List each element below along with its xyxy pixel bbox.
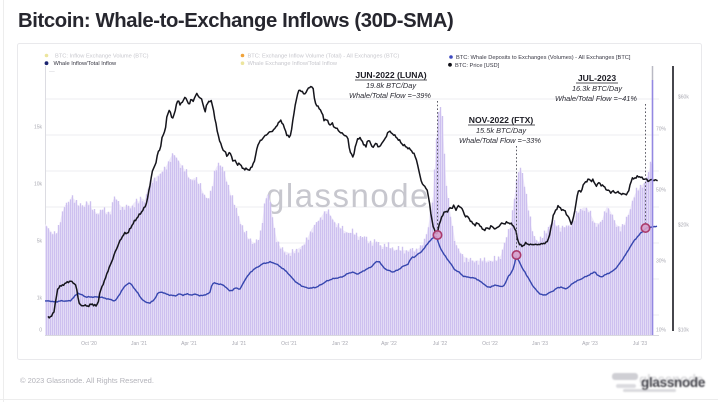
svg-text:Apr '23: Apr '23 xyxy=(582,341,598,347)
svg-text:0: 0 xyxy=(39,328,42,334)
svg-text:Whale/Total Flow =~39%: Whale/Total Flow =~39% xyxy=(349,91,431,100)
svg-text:NOV-2022 (FTX): NOV-2022 (FTX) xyxy=(469,115,534,125)
svg-text:1k: 1k xyxy=(37,296,43,302)
svg-text:JUN-2022 (LUNA): JUN-2022 (LUNA) xyxy=(355,70,426,80)
svg-text:BTC: Whale Deposits to Exchang: BTC: Whale Deposits to Exchanges (Volume… xyxy=(456,55,631,61)
svg-text:Whale Exchange Inflow/Total In: Whale Exchange Inflow/Total Inflow xyxy=(248,61,338,67)
svg-text:10k: 10k xyxy=(34,182,43,188)
svg-text:© 2023 Glassnode. All Rights R: © 2023 Glassnode. All Rights Reserved. xyxy=(20,376,154,385)
svg-text:glassnode: glassnode xyxy=(639,372,704,387)
svg-text:15k: 15k xyxy=(34,125,43,131)
svg-text:Apr '21: Apr '21 xyxy=(181,341,197,347)
svg-text:Jan '21: Jan '21 xyxy=(131,341,147,347)
svg-text:10%: 10% xyxy=(656,328,667,334)
svg-text:Whale/Total Flow =~33%: Whale/Total Flow =~33% xyxy=(459,136,541,145)
svg-text:5k: 5k xyxy=(37,239,43,245)
svg-text:$60k: $60k xyxy=(678,95,689,101)
svg-text:glassnode: glassnode xyxy=(641,375,706,390)
svg-text:BTC: Inflow Exchange Volume (B: BTC: Inflow Exchange Volume (BTC) xyxy=(55,54,149,60)
svg-text:JUL-2023: JUL-2023 xyxy=(578,73,616,83)
svg-text:50%: 50% xyxy=(656,188,667,194)
svg-text:Jul '23: Jul '23 xyxy=(633,341,648,347)
svg-text:Jan '22: Jan '22 xyxy=(332,341,348,347)
svg-text:glassnode: glassnode xyxy=(266,177,430,214)
svg-text:70%: 70% xyxy=(656,127,667,133)
svg-text:Jan '23: Jan '23 xyxy=(532,341,548,347)
svg-text:BTC: Price [USD]: BTC: Price [USD] xyxy=(455,63,500,69)
svg-text:15.5k BTC/Day: 15.5k BTC/Day xyxy=(476,126,527,135)
svg-text:16.3k BTC/Day: 16.3k BTC/Day xyxy=(572,84,623,93)
svg-text:19.8k BTC/Day: 19.8k BTC/Day xyxy=(366,81,417,90)
svg-text:Oct '20: Oct '20 xyxy=(81,341,97,347)
svg-text:30%: 30% xyxy=(656,259,667,265)
svg-text:Apr '22: Apr '22 xyxy=(381,341,397,347)
svg-text:Whale Inflow/Total Inflow: Whale Inflow/Total Inflow xyxy=(54,61,117,67)
svg-text:$20k: $20k xyxy=(678,223,689,229)
svg-text:Oct '22: Oct '22 xyxy=(482,341,498,347)
svg-text:Jul '22: Jul '22 xyxy=(433,341,448,347)
svg-text:Jul '21: Jul '21 xyxy=(232,341,247,347)
svg-text:Whale/Total Flow =~41%: Whale/Total Flow =~41% xyxy=(555,94,637,103)
svg-text:Oct '21: Oct '21 xyxy=(281,341,297,347)
svg-text:BTC: Exchange Inflow Volume (T: BTC: Exchange Inflow Volume (Total) - Al… xyxy=(248,54,400,60)
svg-text:$10k: $10k xyxy=(678,328,689,334)
svg-text:Bitcoin: Whale-to-Exchange Inf: Bitcoin: Whale-to-Exchange Inflows (30D-… xyxy=(18,10,453,32)
svg-text:—: — xyxy=(49,69,55,75)
